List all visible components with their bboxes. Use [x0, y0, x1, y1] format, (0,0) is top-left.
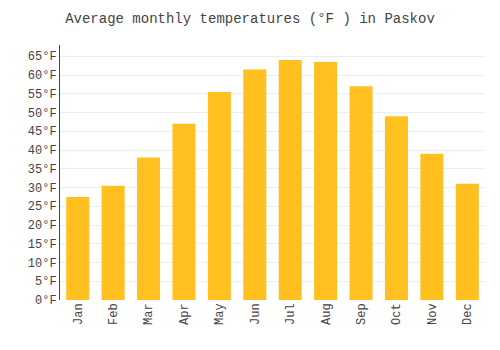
svg-text:45°F: 45°F: [28, 125, 57, 139]
svg-text:Jan: Jan: [72, 303, 86, 325]
svg-text:50°F: 50°F: [28, 107, 57, 121]
svg-text:30°F: 30°F: [28, 182, 57, 196]
svg-text:Jul: Jul: [284, 303, 298, 325]
svg-text:Jun: Jun: [249, 303, 263, 325]
svg-text:Average monthly temperatures (: Average monthly temperatures (°F ) in Pa…: [65, 11, 435, 27]
svg-text:Apr: Apr: [178, 303, 192, 325]
svg-text:Dec: Dec: [461, 303, 475, 325]
svg-text:20°F: 20°F: [28, 219, 57, 233]
svg-text:Mar: Mar: [142, 303, 156, 325]
svg-text:May: May: [213, 303, 227, 325]
svg-text:Feb: Feb: [107, 303, 121, 325]
svg-text:Aug: Aug: [320, 303, 334, 325]
svg-text:60°F: 60°F: [28, 69, 57, 83]
svg-text:Oct: Oct: [390, 303, 404, 325]
svg-text:5°F: 5°F: [35, 275, 57, 289]
svg-text:55°F: 55°F: [28, 88, 57, 102]
svg-text:65°F: 65°F: [28, 50, 57, 64]
svg-text:Nov: Nov: [426, 303, 440, 325]
svg-text:40°F: 40°F: [28, 144, 57, 158]
svg-text:25°F: 25°F: [28, 200, 57, 214]
svg-text:Sep: Sep: [355, 303, 369, 325]
svg-text:0°F: 0°F: [35, 294, 57, 308]
svg-text:35°F: 35°F: [28, 163, 57, 177]
svg-text:15°F: 15°F: [28, 238, 57, 252]
svg-text:10°F: 10°F: [28, 257, 57, 271]
